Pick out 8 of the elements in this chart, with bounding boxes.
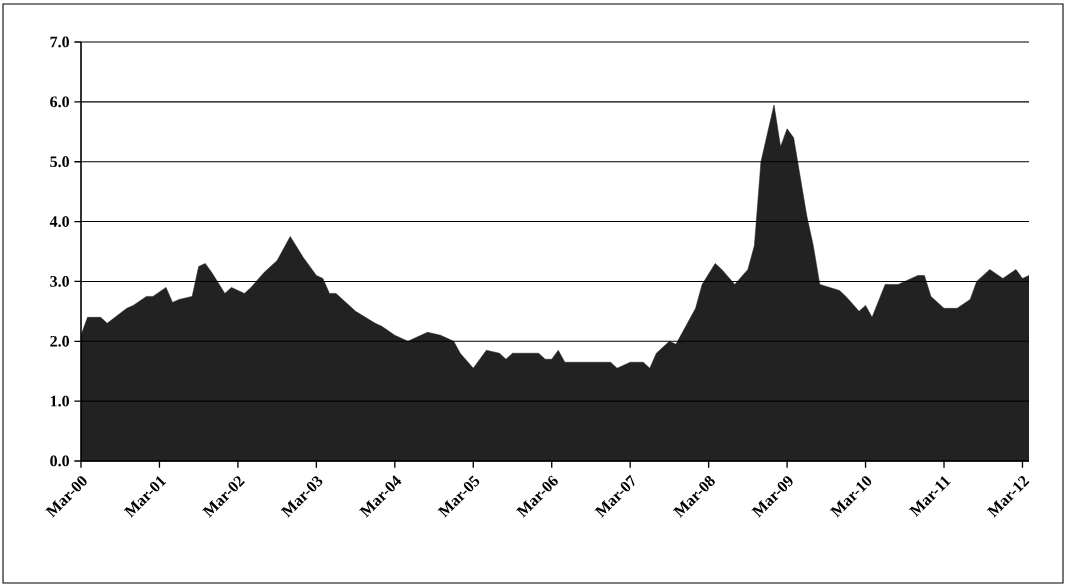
y-tick-label: 0.0 bbox=[50, 455, 70, 467]
y-tick-label: 2.0 bbox=[50, 335, 70, 347]
y-tick-label: 3.0 bbox=[50, 276, 70, 287]
y-tick-label: 6.0 bbox=[50, 96, 70, 108]
y-tick-label: 1.0 bbox=[50, 395, 70, 407]
y-tick-label: 5.0 bbox=[50, 156, 70, 168]
y-tick-label: 7.0 bbox=[50, 36, 70, 48]
y-tick-label: 4.0 bbox=[49, 216, 70, 228]
